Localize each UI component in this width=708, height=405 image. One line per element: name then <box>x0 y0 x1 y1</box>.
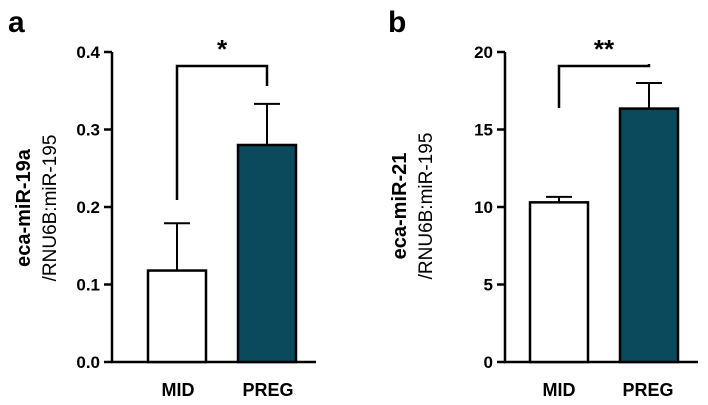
y-tick-label-b: 20 <box>474 43 493 62</box>
significance-bracket-b <box>557 64 651 108</box>
significance-marker-a: * <box>217 34 228 64</box>
plot-area-b: 0 5 10 15 20 MID PREG ** <box>474 34 698 400</box>
bar-a-preg <box>236 143 298 364</box>
significance-bracket-a <box>175 64 269 200</box>
bar-a-mid <box>146 269 208 364</box>
x-tick-label-b: MID <box>543 380 576 400</box>
x-tick-label-a: PREG <box>242 380 293 400</box>
y-axis-sublabel-b: /RNU6B:miR-195 <box>416 133 437 280</box>
panel-letter-b: b <box>388 6 406 39</box>
x-tick-label-a: MID <box>162 380 195 400</box>
y-axis-sublabel-a: /RNU6B:miR-195 <box>40 135 61 282</box>
y-tick-label-a: 0.4 <box>76 43 100 62</box>
y-tick-label-b: 15 <box>474 121 493 140</box>
y-tick-label-b: 0 <box>484 353 493 372</box>
panel-a: a eca-miR-19a /RNU6B:miR-195 0.00.10.20.… <box>8 6 316 400</box>
panel-b: b eca-miR-21 /RNU6B:miR-195 0 5 10 15 20 MID P… <box>388 6 698 400</box>
significance-marker-b: ** <box>594 34 615 64</box>
y-axis-label-a: eca-miR-19a <box>13 148 35 267</box>
bar-b-preg <box>618 107 680 364</box>
bar-b-mid <box>528 201 590 364</box>
y-axis-label-b: eca-miR-21 <box>389 153 411 260</box>
y-tick-label-a: 0.0 <box>76 353 100 372</box>
y-tick-label-a: 0.1 <box>76 276 100 295</box>
plot-area-a: 0.0 0.1 0.2 0.3 0.4 MID PREG * <box>76 34 316 400</box>
y-tick-label-b: 5 <box>484 276 493 295</box>
y-tick-label-b: 10 <box>474 198 493 217</box>
y-tick-label-a: 0.2 <box>76 198 100 217</box>
panel-letter-a: a <box>8 6 25 39</box>
y-tick-label-a: 0.3 <box>76 121 100 140</box>
x-tick-label-b: PREG <box>622 380 673 400</box>
